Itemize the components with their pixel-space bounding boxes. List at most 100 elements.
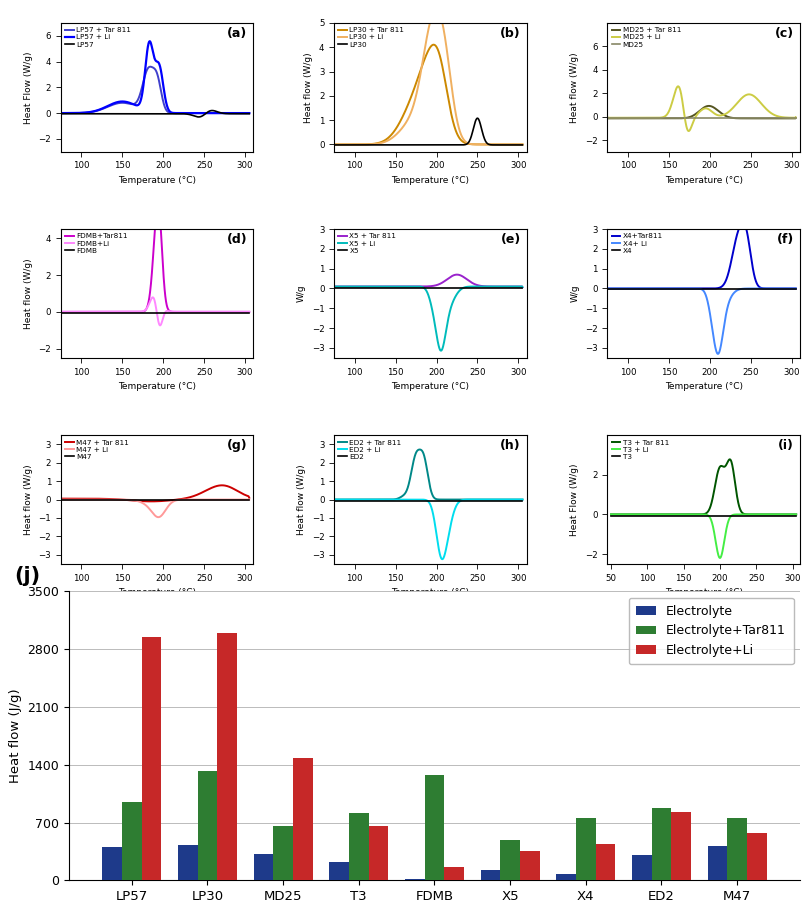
ED2 + Tar 811 — [341, 494, 350, 505]
T3 — [616, 511, 626, 522]
Y-axis label: W/g: W/g — [297, 284, 306, 303]
FDMB+Tar811 — [67, 306, 77, 317]
LP30 — [491, 139, 501, 150]
LP30 + Li — [491, 139, 501, 150]
X4+Tar811 — [711, 282, 721, 293]
Text: (f): (f) — [776, 233, 793, 246]
M47 + Li — [218, 494, 228, 505]
T3 + Li — [765, 509, 775, 520]
LP57 — [194, 112, 204, 123]
LP30 + Tar 811 — [517, 139, 526, 150]
MD25 + Li — [764, 107, 774, 118]
LP57 — [199, 109, 208, 120]
ED2 + Li — [444, 530, 453, 541]
ED2 + Tar 811 — [449, 494, 459, 505]
X4+Tar811 — [602, 283, 611, 294]
MD25 + Tar 811 — [764, 113, 774, 124]
Bar — [178, 845, 197, 880]
M47 + Tar 811 — [217, 480, 226, 491]
Legend: MD25 + Tar 811, MD25 + Li, MD25: MD25 + Tar 811, MD25 + Li, MD25 — [610, 27, 680, 49]
Bar — [368, 826, 388, 880]
LP30 + Li — [329, 139, 339, 150]
M47 + Tar 811 — [146, 496, 156, 507]
T3 + Tar 811 — [791, 509, 800, 520]
LP30 + Li — [431, 4, 440, 15]
X4+Tar811 — [737, 217, 747, 228]
LP57 + Li — [176, 107, 186, 118]
FDMB+Li — [176, 306, 186, 317]
MD25 + Tar 811 — [602, 113, 611, 124]
X5 + Li — [472, 281, 482, 292]
X5 — [438, 283, 448, 294]
Bar — [197, 770, 217, 880]
FDMB — [176, 307, 186, 318]
LP30 + Li — [449, 100, 459, 111]
T3 — [745, 511, 755, 522]
Bar — [424, 775, 444, 880]
Bar — [273, 826, 293, 880]
LP57 + Li — [56, 107, 66, 118]
X4 — [722, 284, 732, 295]
ED2 + Tar 811 — [438, 494, 448, 505]
MD25 — [722, 113, 732, 124]
LP57 — [176, 108, 186, 119]
MD25 + Tar 811 — [703, 100, 713, 111]
Y-axis label: Heat flow (W/g): Heat flow (W/g) — [24, 258, 32, 329]
ED2 — [341, 496, 350, 507]
M47 — [56, 495, 66, 506]
MD25 + Li — [790, 112, 800, 123]
Line: LP30: LP30 — [334, 118, 521, 145]
Line: X5 + Tar 811: X5 + Tar 811 — [334, 274, 521, 287]
MD25 + Tar 811 — [716, 108, 726, 119]
FDMB — [218, 307, 228, 318]
Bar — [671, 812, 690, 880]
Line: M47 + Tar 811: M47 + Tar 811 — [61, 485, 249, 502]
X-axis label: Temperature (°C): Temperature (°C) — [118, 588, 196, 597]
Legend: M47 + Tar 811, M47 + Li, M47: M47 + Tar 811, M47 + Li, M47 — [64, 438, 130, 460]
Bar — [141, 636, 161, 880]
X4 — [602, 284, 611, 295]
ED2 + Tar 811 — [414, 444, 424, 455]
T3 + Li — [723, 514, 733, 525]
ED2 — [448, 496, 458, 507]
ED2 — [491, 496, 500, 507]
Line: X4+Tar811: X4+Tar811 — [607, 223, 795, 289]
ED2 + Tar 811 — [491, 494, 501, 505]
LP57 + Tar 811 — [176, 107, 186, 118]
T3 + Li — [791, 509, 800, 520]
Line: MD25 + Li: MD25 + Li — [607, 86, 795, 131]
X-axis label: Temperature (°C): Temperature (°C) — [391, 176, 469, 185]
LP30 + Tar 811 — [491, 139, 501, 150]
FDMB+Li — [218, 306, 228, 317]
MD25 + Li — [711, 109, 721, 120]
M47 — [170, 495, 180, 506]
LP57 + Tar 811 — [170, 107, 180, 118]
X5 + Tar 811 — [448, 270, 458, 281]
Line: FDMB+Tar811: FDMB+Tar811 — [61, 203, 249, 312]
X5 + Li — [491, 281, 501, 292]
Bar — [217, 633, 237, 880]
T3 + Li — [605, 509, 615, 520]
T3 + Li — [718, 539, 727, 550]
FDMB+Li — [244, 306, 254, 317]
LP57 — [165, 108, 175, 119]
X5 — [341, 283, 350, 294]
LP57 — [218, 108, 228, 119]
Bar — [631, 855, 650, 880]
T3 + Li — [713, 550, 723, 561]
LP57 + Li — [218, 107, 228, 118]
LP57 + Li — [144, 36, 154, 47]
X5 + Li — [329, 281, 339, 292]
X-axis label: Temperature (°C): Temperature (°C) — [663, 382, 742, 392]
LP30 + Li — [517, 139, 526, 150]
FDMB+Li — [148, 292, 157, 303]
LP30 + Li — [472, 138, 482, 149]
FDMB+Li — [165, 306, 175, 317]
Y-axis label: Heat Flow (W/g): Heat Flow (W/g) — [569, 463, 579, 536]
X4+ Li — [613, 283, 623, 294]
X4 — [711, 284, 721, 295]
Y-axis label: Heat flow (W/g): Heat flow (W/g) — [569, 52, 579, 123]
M47 — [165, 495, 175, 506]
M47 — [67, 495, 77, 506]
Line: X4+ Li: X4+ Li — [607, 289, 795, 354]
